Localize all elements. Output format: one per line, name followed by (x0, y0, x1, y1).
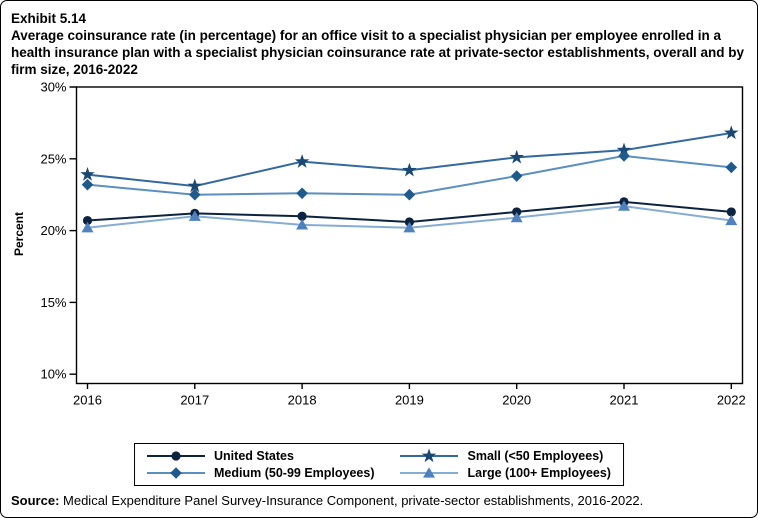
triangle-marker (81, 221, 94, 233)
star-marker (187, 178, 203, 193)
x-tick-label: 2019 (395, 393, 424, 408)
y-axis-title: Percent (12, 212, 26, 256)
x-tick-label: 2022 (717, 393, 746, 408)
legend-label: Medium (50-99 Employees) (214, 466, 375, 480)
legend-marker-swatch (147, 467, 206, 479)
diamond-marker (81, 178, 94, 191)
y-tick-label: 25% (40, 151, 66, 166)
star-marker (402, 162, 417, 177)
triangle-marker (725, 214, 738, 226)
circle-marker (171, 451, 181, 461)
plot-frame (75, 86, 744, 385)
circle-marker (82, 215, 93, 226)
legend-item: United States (147, 448, 374, 464)
x-tick-label: 2016 (73, 393, 102, 408)
diamond-marker (296, 187, 308, 200)
x-tick-label: 2021 (610, 393, 639, 408)
circle-marker (297, 211, 307, 221)
source-prefix: Source: (11, 493, 60, 508)
x-tick-label: 2017 (180, 393, 209, 408)
series-line (87, 131, 732, 188)
legend-marker-swatch (147, 451, 206, 461)
star-marker (294, 154, 310, 168)
diamond-marker (510, 170, 523, 182)
x-tick-label: 2020 (502, 393, 531, 408)
star-marker (80, 167, 95, 181)
legend-label: Small (<50 Employees) (467, 449, 604, 463)
y-tick-label: 10% (40, 367, 66, 382)
triangle-marker (296, 219, 309, 230)
triangle-marker (510, 211, 523, 223)
series-line (87, 154, 732, 196)
legend-item: Small (<50 Employees) (400, 448, 610, 464)
legend-item: Medium (50-99 Employees) (147, 465, 374, 481)
diamond-marker (403, 188, 416, 201)
chart-legend: United States Small (<50 Employees) Medium… (134, 443, 624, 486)
triangle-marker (403, 221, 416, 233)
legend-label: United States (214, 449, 294, 463)
diamond-marker (170, 467, 182, 479)
circle-marker (726, 207, 736, 217)
diamond-marker (189, 188, 201, 201)
diamond-marker (725, 161, 738, 174)
diamond-marker (618, 150, 630, 162)
legend-item: Large (100+ Employees) (400, 465, 611, 481)
exhibit-label: Exhibit 5.14 (11, 11, 87, 26)
legend-label: Large (100+ Employees) (467, 466, 611, 480)
y-tick-label: 20% (40, 223, 66, 238)
star-marker (616, 142, 632, 157)
chart-title: Average coinsurance rate (in percentage)… (11, 28, 745, 77)
legend-marker-swatch (400, 467, 459, 478)
y-tick-label: 30% (40, 80, 66, 95)
star-marker (422, 448, 437, 463)
star-marker (724, 125, 739, 140)
source-text: Medical Expenditure Panel Survey-Insuran… (59, 493, 644, 508)
triangle-marker (188, 210, 201, 221)
x-tick-label: 2018 (288, 393, 317, 408)
y-tick-label: 15% (40, 295, 66, 310)
source-line: Source: Medical Expenditure Panel Survey… (11, 493, 643, 508)
triangle-marker (423, 467, 436, 478)
title-block: Exhibit 5.14 Average coinsurance rate (i… (11, 10, 751, 78)
triangle-marker (618, 200, 630, 211)
star-marker (509, 149, 524, 164)
legend-marker-swatch (400, 448, 459, 463)
